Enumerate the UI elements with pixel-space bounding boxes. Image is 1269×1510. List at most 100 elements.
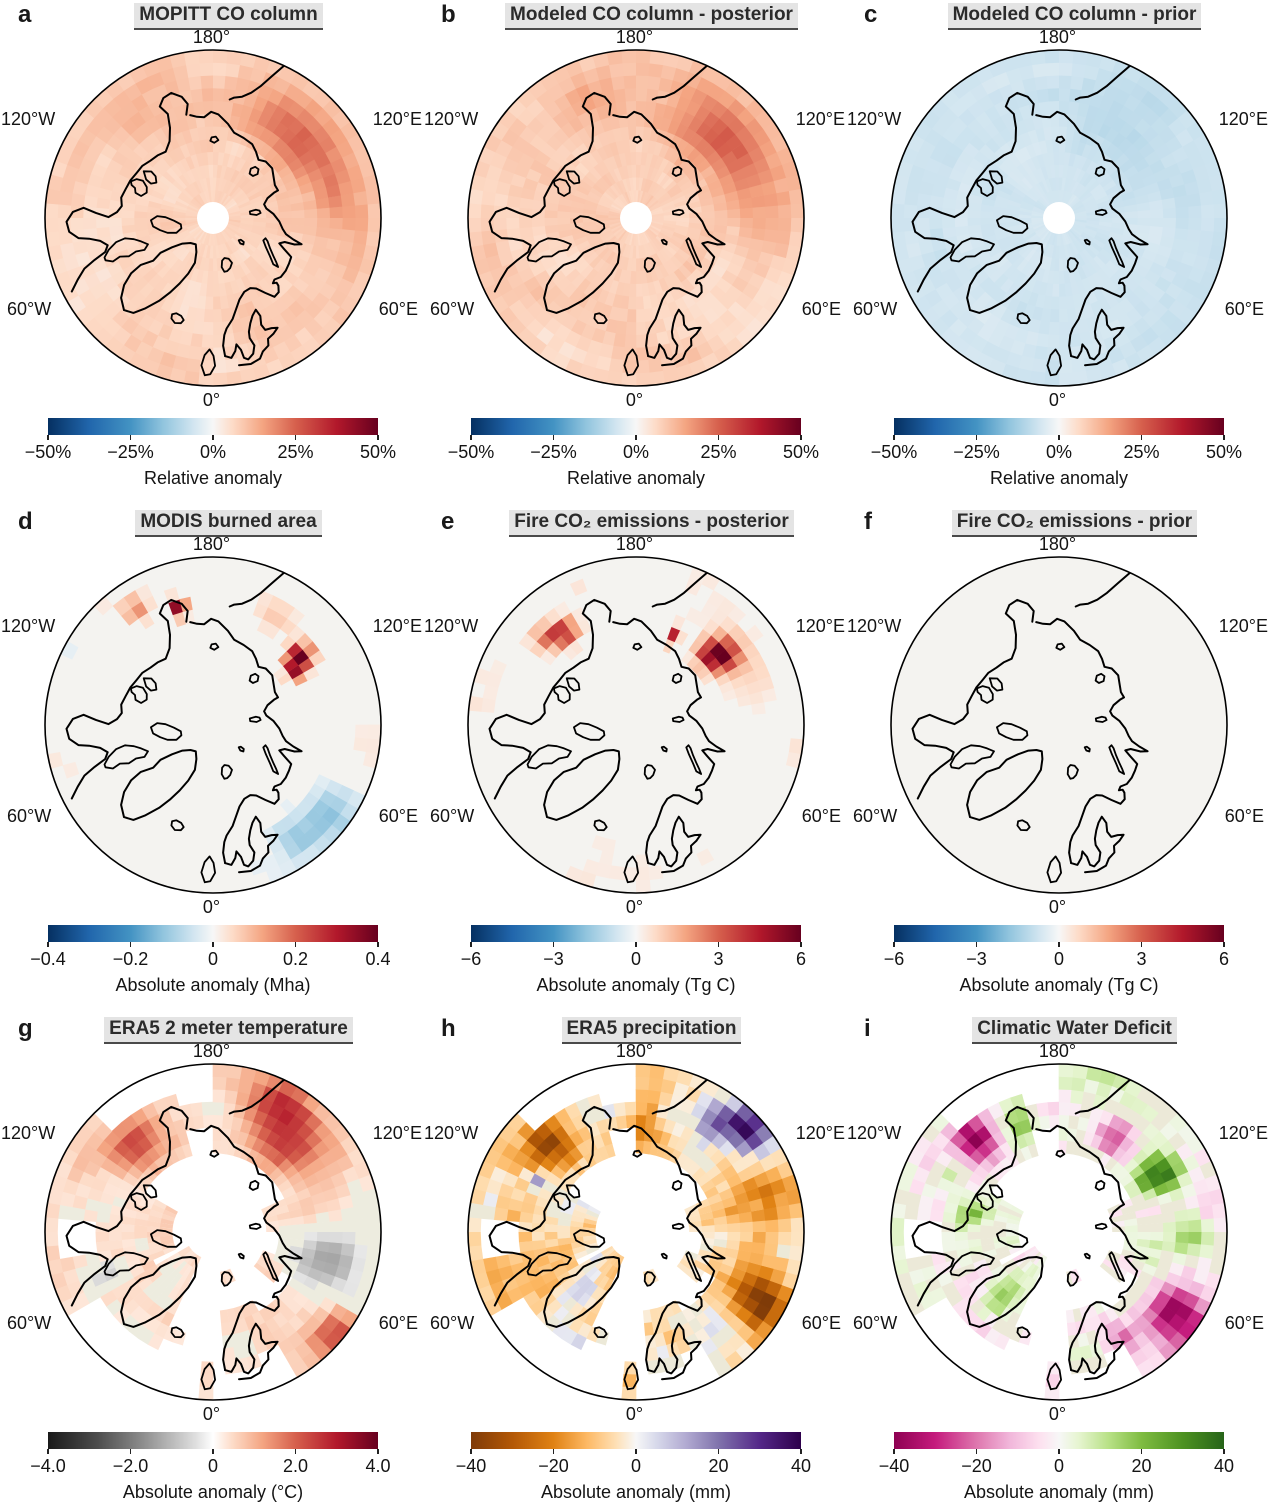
lon-label-60e: 60°E — [378, 806, 418, 826]
colorbar-axis-label: Relative anomaly — [989, 468, 1129, 488]
panel-h: h ERA5 precipitation 180° 120°W 120°E 60… — [423, 1014, 846, 1510]
colorbar-tick-mark — [1058, 1449, 1060, 1454]
panel-title: ERA5 precipitation — [561, 1017, 742, 1044]
coastlines — [911, 1078, 1149, 1391]
map-boundary-circle — [890, 49, 1228, 387]
lon-label-60e: 60°E — [801, 806, 841, 826]
colorbar: −50% −25% 0% 25% 50% Relative anomaly — [871, 418, 1242, 493]
panel-label: b — [441, 1, 456, 28]
colorbar: −40 −20 0 20 40 Absolute anomaly (mm) — [879, 1432, 1234, 1507]
lon-label-60w: 60°W — [7, 1313, 52, 1333]
lon-label-120w: 120°W — [424, 109, 479, 129]
pole-hole — [197, 202, 229, 234]
panel-title-row: ERA5 2 meter temperature — [40, 1017, 417, 1044]
colorbar-tick-label: 25% — [277, 442, 314, 462]
panel-title-row: Fire CO₂ emissions - prior — [886, 510, 1263, 537]
panel-label: i — [864, 1015, 871, 1042]
lon-label-60w: 60°W — [7, 299, 52, 319]
colorbar-tick-label: −50% — [447, 442, 495, 462]
colorbar-tick-labels: −50% −25% 0% 25% 50% — [25, 442, 396, 464]
lon-label-180: 180° — [615, 534, 654, 554]
lon-label-180: 180° — [1038, 1041, 1077, 1061]
map-canvas — [890, 556, 1228, 894]
panel-b: b Modeled CO column - posterior 180° 120… — [423, 0, 846, 507]
colorbar-gradient — [894, 1432, 1224, 1449]
lon-label-0: 0° — [1048, 1404, 1067, 1424]
map-canvas — [890, 49, 1228, 387]
colorbar-axis-label: Relative anomaly — [566, 468, 706, 488]
lon-label-120w: 120°W — [424, 1123, 479, 1143]
colorbar-tick-labels: −4.0 −2.0 0 2.0 4.0 — [30, 1456, 390, 1478]
coastlines — [65, 571, 303, 884]
lon-label-120e: 120°E — [372, 1123, 422, 1143]
lon-label-120e: 120°E — [795, 109, 845, 129]
colorbar-tick-mark — [800, 942, 802, 947]
lon-label-120w: 120°W — [1, 616, 56, 636]
colorbar-tick-label: −20 — [961, 1456, 992, 1476]
colorbar-tick-mark — [377, 942, 379, 947]
colorbar-tick-label: −4.0 — [30, 1456, 66, 1476]
colorbar-tick-label: 25% — [1123, 442, 1160, 462]
lon-label-60w: 60°W — [430, 1313, 475, 1333]
coastlines — [488, 64, 726, 377]
colorbar-tick-label: 50% — [1205, 442, 1243, 462]
lon-label-60w: 60°W — [853, 299, 898, 319]
map-area — [423, 1062, 846, 1404]
colorbar-tick-mark — [1058, 435, 1060, 440]
map-area — [0, 555, 423, 897]
colorbar-tick-label: 0% — [1045, 442, 1073, 462]
colorbar-tick-mark — [975, 1449, 978, 1454]
lon-label-0: 0° — [625, 1404, 644, 1424]
map-boundary-circle — [467, 49, 805, 387]
colorbar-tick-label: 0 — [207, 1456, 219, 1476]
colorbar: −6 −3 0 3 6 Absolute anomaly (Tg C) — [884, 925, 1229, 1000]
colorbar-tick-mark — [552, 435, 555, 440]
colorbar-tick-mark — [552, 942, 555, 947]
colorbar-tick-label: 40 — [790, 1456, 812, 1476]
colorbar-tick-mark — [47, 435, 49, 440]
colorbar-tick-label: 0 — [1053, 949, 1065, 969]
colorbar-tick-mark — [470, 435, 472, 440]
colorbar-tick-label: 4.0 — [365, 1456, 391, 1476]
lon-label-180: 180° — [192, 1041, 231, 1061]
colorbar-tick-mark — [1140, 942, 1143, 947]
colorbar-tick-label: −2.0 — [112, 1456, 149, 1476]
colorbar-tick-labels: −40 −20 0 20 40 — [879, 1456, 1234, 1478]
panel-title-row: MODIS burned area — [40, 510, 417, 537]
lon-label-120e: 120°E — [1218, 616, 1268, 636]
colorbar-tick-label: 0 — [1053, 1456, 1065, 1476]
colorbar-tick-mark — [552, 1449, 555, 1454]
coastlines — [911, 571, 1149, 884]
coastlines — [65, 64, 303, 377]
coastlines — [911, 64, 1149, 377]
lon-label-180: 180° — [1038, 27, 1077, 47]
colorbar-tick-label: 6 — [1218, 949, 1230, 969]
panel-title: Modeled CO column - prior — [947, 3, 1202, 30]
colorbar-tick-label: −25% — [953, 442, 1000, 462]
map-area — [0, 48, 423, 390]
lon-label-60e: 60°E — [1224, 299, 1264, 319]
panel-e: e Fire CO₂ emissions - posterior 180° 12… — [423, 507, 846, 1014]
lon-label-120e: 120°E — [795, 616, 845, 636]
colorbar-tick-mark — [1140, 1449, 1143, 1454]
colorbar-tick-label: −25% — [107, 442, 154, 462]
colorbar-tick-mark — [893, 435, 895, 440]
lon-label-60e: 60°E — [1224, 1313, 1264, 1333]
colorbar-gradient — [48, 418, 378, 435]
colorbar-tick-mark — [893, 942, 895, 947]
lon-label-180: 180° — [615, 1041, 654, 1061]
colorbar-tick-label: 2.0 — [282, 1456, 309, 1476]
colorbar: −50% −25% 0% 25% 50% Relative anomaly — [25, 418, 396, 493]
colorbar: −6 −3 0 3 6 Absolute anomaly (Tg C) — [461, 925, 806, 1000]
colorbar-tick-labels: −6 −3 0 3 6 — [884, 949, 1229, 971]
colorbar-tick-mark — [129, 1449, 132, 1454]
colorbar-tick-mark — [1223, 1449, 1225, 1454]
colorbar-tick-label: 0.4 — [365, 949, 391, 969]
colorbar-tick-label: 0 — [630, 949, 642, 969]
colorbar-tick-label: 0 — [630, 1456, 642, 1476]
colorbar-tick-mark — [1140, 435, 1143, 440]
lon-label-180: 180° — [1038, 534, 1077, 554]
colorbar-axis-label: Absolute anomaly (mm) — [963, 1482, 1155, 1502]
map-boundary-circle — [890, 556, 1228, 894]
lon-label-120e: 120°E — [1218, 109, 1268, 129]
